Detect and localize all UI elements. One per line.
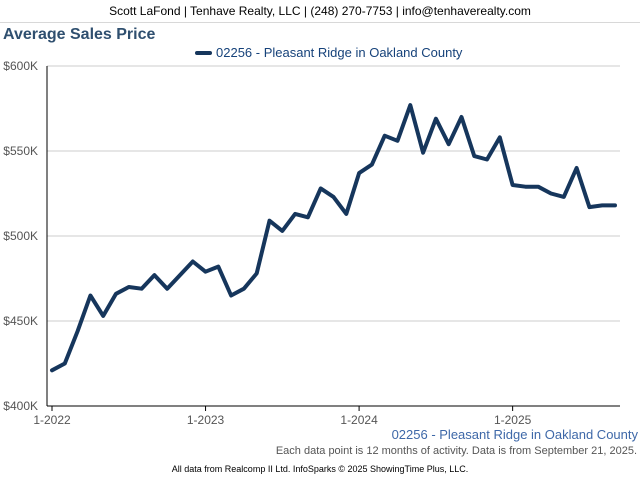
agent-contact-text: Scott LaFond | Tenhave Realty, LLC | (24… [109, 4, 531, 18]
x-tick-label: 1-2025 [494, 413, 532, 427]
agent-contact-header: Scott LaFond | Tenhave Realty, LLC | (24… [0, 0, 640, 23]
series-label: 02256 - Pleasant Ridge in Oakland County [391, 427, 638, 442]
y-tick-label: $600K [3, 59, 38, 73]
data-note: Each data point is 12 months of activity… [275, 445, 637, 457]
legend-label: 02256 - Pleasant Ridge in Oakland County [216, 45, 463, 60]
y-tick-label: $400K [3, 399, 38, 413]
y-tick-label: $450K [3, 314, 38, 328]
x-tick-label: 1-2023 [187, 413, 225, 427]
chart-title: Average Sales Price [3, 26, 156, 43]
y-tick-label: $550K [3, 144, 38, 158]
x-tick-label: 1-2024 [340, 413, 378, 427]
x-tick-label: 1-2022 [33, 413, 71, 427]
y-tick-label: $500K [3, 229, 38, 243]
series-line [50, 103, 617, 373]
credits: All data from Realcomp II Ltd. InfoSpark… [171, 464, 469, 474]
